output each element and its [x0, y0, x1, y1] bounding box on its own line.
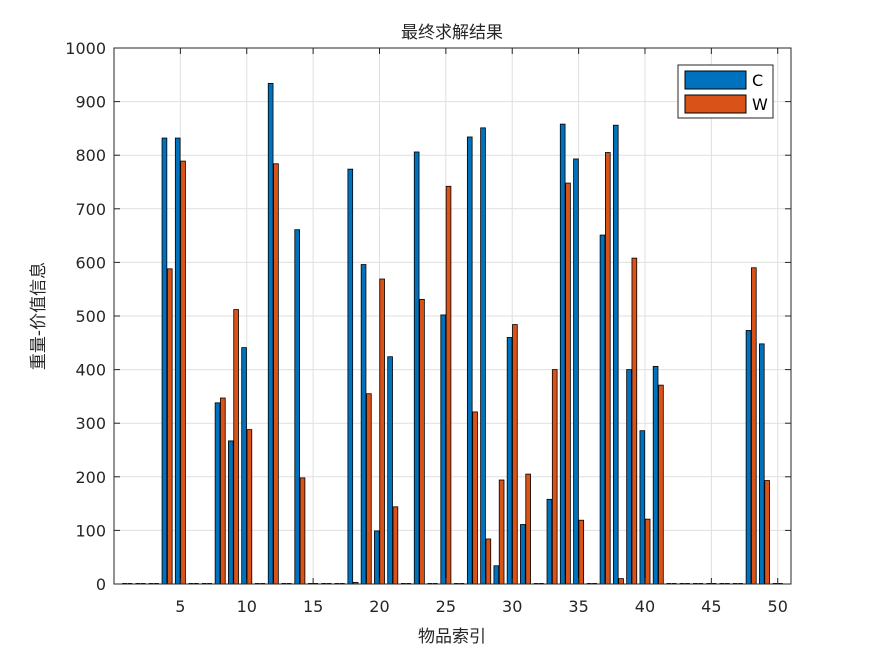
bar-w-item-9 — [233, 309, 239, 585]
bar-c-item-49 — [759, 343, 765, 585]
bar-w-item-28 — [485, 538, 492, 585]
bar-c-item-18 — [347, 168, 354, 585]
bar-w-item-48 — [751, 267, 757, 585]
y-tick-label: 800 — [75, 146, 106, 165]
bar-w-item-33 — [551, 369, 558, 585]
bar-c-item-12 — [267, 82, 274, 585]
bar-c-item-29 — [493, 565, 500, 585]
bars — [122, 82, 783, 585]
x-tick-label: 25 — [436, 597, 456, 616]
y-tick-label: 200 — [75, 468, 106, 487]
bar-w-item-19 — [366, 393, 372, 585]
bar-w-item-41 — [658, 384, 664, 585]
bar-w-item-12 — [273, 163, 279, 585]
bar-w-item-34 — [565, 182, 571, 585]
y-tick-label: 0 — [96, 575, 106, 594]
bar-w-item-35 — [578, 519, 585, 585]
y-tick-label: 400 — [75, 361, 106, 380]
ticks: 5 10 15 20 25 30 35 40 45 50010020030040050060070… — [65, 39, 791, 616]
bar-c-item-14 — [294, 229, 300, 585]
bar-w-item-23 — [419, 298, 425, 585]
y-tick-label: 100 — [75, 521, 106, 540]
y-tick-label: 300 — [75, 414, 106, 433]
bar-w-item-20 — [379, 278, 385, 585]
bar-c-item-27 — [466, 136, 473, 585]
bar-c-item-40 — [639, 430, 646, 585]
bar-c-item-33 — [546, 498, 553, 585]
bar-c-item-28 — [480, 127, 486, 585]
bar-c-item-39 — [626, 369, 632, 585]
bar-w-item-10 — [246, 429, 253, 585]
x-tick-label: 40 — [635, 597, 655, 616]
bar-c-item-48 — [745, 330, 752, 585]
bar-w-item-5 — [180, 160, 186, 585]
legend-swatch-c — [684, 70, 747, 90]
bar-c-item-23 — [413, 151, 420, 585]
y-tick-label: 700 — [75, 200, 106, 219]
legend-label-w: W — [752, 95, 768, 114]
bar-c-item-9 — [228, 440, 234, 585]
bar-c-item-25 — [440, 314, 446, 585]
bar-c-item-35 — [573, 158, 579, 585]
x-tick-label: 50 — [768, 597, 788, 616]
y-tick-label: 500 — [75, 307, 106, 326]
bar-w-item-39 — [631, 257, 638, 585]
chart-title: 最终求解结果 — [401, 23, 503, 43]
bar-w-item-8 — [220, 397, 226, 585]
bar-c-item-38 — [612, 124, 619, 585]
bar-c-item-19 — [360, 264, 367, 585]
bar-w-item-25 — [445, 185, 452, 585]
y-tick-label: 900 — [75, 93, 106, 112]
bar-w-item-30 — [512, 324, 518, 585]
bar-w-item-29 — [498, 479, 505, 585]
bar-c-item-8 — [214, 402, 221, 585]
bar-c-item-5 — [174, 137, 181, 585]
y-tick-label: 600 — [75, 253, 106, 272]
x-tick-label: 30 — [502, 597, 522, 616]
legend-label-c: C — [752, 71, 763, 90]
bar-c-item-20 — [374, 530, 380, 585]
bar-w-item-27 — [472, 411, 478, 585]
bar-w-item-37 — [605, 152, 611, 585]
bar-w-item-49 — [764, 480, 770, 585]
bar-c-item-41 — [652, 365, 659, 585]
bar-c-item-31 — [520, 524, 526, 585]
x-tick-label: 35 — [568, 597, 588, 616]
bar-c-item-30 — [506, 337, 513, 585]
bar-w-item-40 — [644, 518, 651, 585]
bar-w-item-14 — [299, 477, 306, 585]
y-axis-label: 重量-价值信息 — [29, 262, 49, 370]
bar-w-item-38 — [618, 578, 624, 585]
bar-c-item-34 — [559, 123, 566, 585]
x-tick-label: 15 — [303, 597, 323, 616]
y-tick-label: 1000 — [65, 39, 106, 58]
x-tick-label: 20 — [369, 597, 389, 616]
x-tick-label: 10 — [237, 597, 257, 616]
bar-c-item-21 — [387, 356, 393, 585]
x-axis-label: 物品索引 — [418, 627, 486, 647]
legend-swatch-w — [684, 94, 747, 114]
x-tick-label: 45 — [701, 597, 721, 616]
bar-w-item-21 — [392, 506, 399, 585]
bar-c-item-4 — [161, 137, 168, 585]
bar-w-item-4 — [166, 268, 173, 585]
bar-w-item-31 — [525, 473, 531, 585]
x-tick-label: 5 — [175, 597, 185, 616]
bar-c-item-10 — [241, 347, 247, 585]
bar-c-item-37 — [599, 234, 606, 585]
legend: C W — [677, 64, 774, 119]
